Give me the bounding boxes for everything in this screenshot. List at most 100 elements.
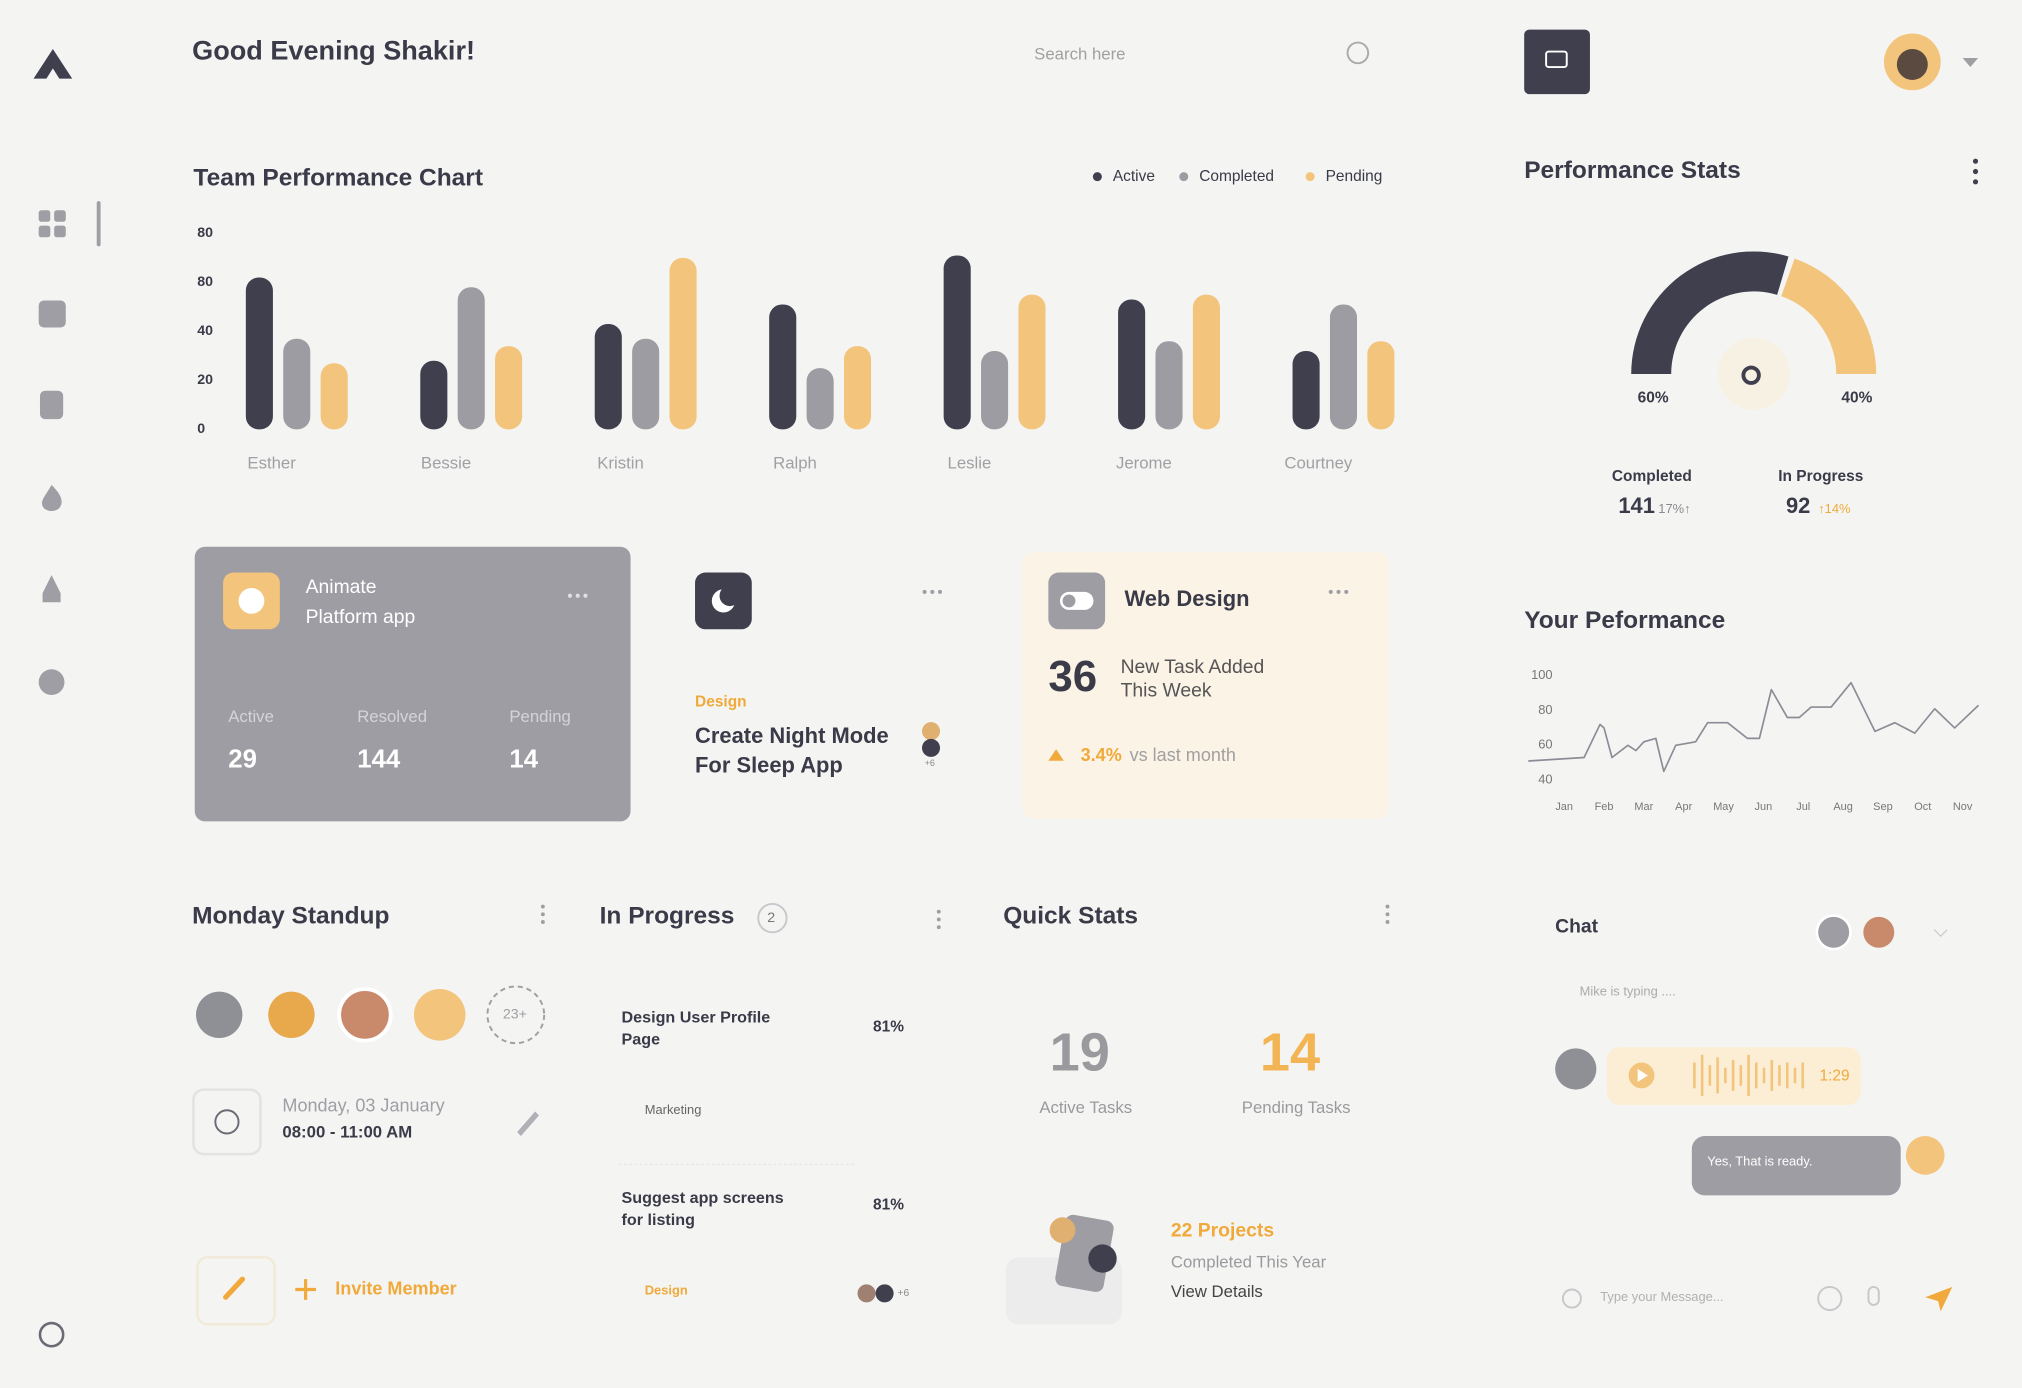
search-input[interactable]: Search here bbox=[1034, 43, 1126, 64]
attach-icon[interactable] bbox=[1561, 1288, 1582, 1309]
message-text: Yes, That is ready. bbox=[1707, 1155, 1813, 1170]
card-stat-value: 144 bbox=[357, 745, 401, 774]
edit-icon[interactable] bbox=[517, 1111, 540, 1137]
x-tick-label: Jan bbox=[1555, 801, 1573, 813]
search-icon[interactable] bbox=[1346, 41, 1370, 65]
bar bbox=[1118, 299, 1146, 430]
more-avatars[interactable] bbox=[486, 985, 546, 1045]
dropdown[interactable] bbox=[1962, 58, 1979, 68]
more-menu[interactable] bbox=[1972, 158, 1979, 185]
toggle-knob bbox=[1062, 594, 1076, 608]
y-tick-label: 40 bbox=[1538, 772, 1552, 787]
link-icon bbox=[223, 1276, 246, 1300]
message-input[interactable]: Type your Message... bbox=[1600, 1290, 1724, 1305]
bar bbox=[843, 346, 872, 430]
gauge-needle bbox=[1741, 365, 1761, 385]
x-tick-label: Kristin bbox=[597, 454, 644, 473]
y-tick-label: 80 bbox=[197, 274, 213, 290]
avatar bbox=[921, 722, 941, 741]
bar bbox=[1329, 304, 1358, 430]
logout[interactable] bbox=[38, 1321, 65, 1348]
card-value: 36 bbox=[1048, 652, 1098, 702]
card-menu[interactable] bbox=[1328, 589, 1349, 594]
section-menu[interactable] bbox=[540, 904, 545, 924]
x-tick-label: Apr bbox=[1675, 801, 1692, 813]
x-tick-label: Bessie bbox=[421, 454, 471, 473]
nav-dashboard[interactable] bbox=[38, 210, 66, 238]
x-tick-label: Jun bbox=[1755, 801, 1773, 813]
bar bbox=[1155, 341, 1183, 430]
view-details[interactable]: View Details bbox=[1170, 1281, 1263, 1302]
card-stat-value: 29 bbox=[228, 745, 257, 774]
invite-box[interactable] bbox=[196, 1255, 276, 1326]
nav-settings[interactable] bbox=[38, 669, 65, 696]
projects-text: Completed This Year bbox=[1170, 1252, 1327, 1272]
bar bbox=[943, 255, 971, 430]
card-text: New Task Added This Week bbox=[1120, 656, 1265, 702]
messages-icon bbox=[1545, 50, 1568, 69]
emoji-icon[interactable] bbox=[1817, 1285, 1843, 1312]
section-menu[interactable] bbox=[936, 909, 941, 930]
more-count: 23+ bbox=[502, 1007, 527, 1023]
section-menu[interactable] bbox=[1385, 904, 1390, 924]
chevron[interactable] bbox=[1933, 929, 1948, 938]
card-menu[interactable] bbox=[567, 593, 588, 598]
x-tick-label: Esther bbox=[247, 454, 296, 473]
voice-duration: 1:29 bbox=[1819, 1066, 1850, 1085]
plus-icon[interactable] bbox=[295, 1279, 316, 1300]
x-tick-label: Aug bbox=[1833, 801, 1853, 813]
nav-rocket[interactable] bbox=[42, 575, 61, 603]
card-stat-label: Pending bbox=[509, 706, 571, 726]
nav-fire[interactable] bbox=[41, 484, 62, 511]
stat-label: In Progress bbox=[1778, 466, 1864, 485]
legend-marker bbox=[1179, 172, 1189, 182]
bar bbox=[320, 363, 348, 430]
meeting-time: 08:00 - 11:00 AM bbox=[282, 1121, 413, 1142]
task-title[interactable]: Design User Profile Page bbox=[621, 1008, 771, 1049]
coin bbox=[1049, 1217, 1076, 1244]
nav-stats[interactable] bbox=[38, 300, 66, 328]
stat-label: Pending Tasks bbox=[1241, 1097, 1351, 1117]
invite-link[interactable]: Invite Member bbox=[335, 1277, 457, 1299]
avatar bbox=[1863, 916, 1895, 948]
y-tick-label: 60 bbox=[1538, 737, 1552, 752]
bar bbox=[669, 257, 697, 430]
gauge-segment bbox=[1781, 258, 1877, 374]
mic-icon[interactable] bbox=[1867, 1285, 1880, 1306]
x-tick-label: Oct bbox=[1914, 801, 1931, 813]
messages-button[interactable] bbox=[1524, 29, 1590, 95]
logo[interactable] bbox=[33, 49, 73, 79]
avatar-count: +6 bbox=[897, 1286, 910, 1299]
card-tag: Design bbox=[695, 692, 747, 711]
x-tick-label: Jul bbox=[1796, 801, 1810, 813]
bar bbox=[806, 368, 834, 430]
stat-label: Completed bbox=[1611, 466, 1692, 485]
waveform bbox=[1693, 1054, 1805, 1097]
bar bbox=[981, 351, 1009, 430]
bar bbox=[1018, 294, 1046, 430]
task-percent: 81% bbox=[872, 1195, 904, 1214]
user-avatar-face bbox=[1896, 49, 1928, 80]
meeting-date: Monday, 03 January bbox=[282, 1094, 445, 1116]
nav-docs[interactable] bbox=[39, 390, 64, 420]
avatar bbox=[1815, 914, 1852, 951]
calendar-box bbox=[192, 1088, 262, 1156]
card-menu[interactable] bbox=[922, 589, 943, 594]
send-button[interactable] bbox=[1925, 1286, 1953, 1312]
stat-value: 14 bbox=[1259, 1021, 1321, 1082]
card-title: Create Night Mode For Sleep App bbox=[695, 723, 889, 778]
stat-change: ↑14% bbox=[1818, 502, 1851, 518]
x-tick-label: Ralph bbox=[773, 454, 817, 473]
gauge-label: 60% bbox=[1638, 390, 1669, 407]
avatar-count: +6 bbox=[924, 759, 935, 769]
task-title[interactable]: Suggest app screens for listing bbox=[621, 1188, 784, 1229]
section-title: Your Peformance bbox=[1524, 607, 1726, 635]
nav-indicator bbox=[96, 201, 101, 247]
task-tag: Design bbox=[644, 1284, 688, 1299]
y-tick-label: 80 bbox=[1538, 702, 1552, 717]
avatar bbox=[1555, 1048, 1597, 1090]
legend-label: Pending bbox=[1326, 168, 1383, 185]
up-arrow bbox=[1048, 749, 1064, 761]
bar bbox=[495, 346, 523, 430]
x-tick-label: Feb bbox=[1595, 801, 1614, 813]
